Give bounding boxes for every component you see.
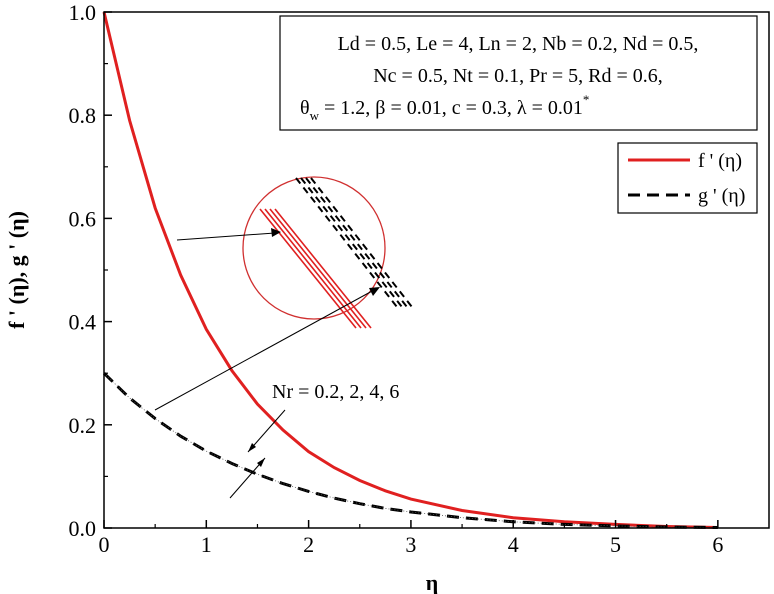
zoom-pointer-f-head — [271, 228, 281, 237]
zoom-f-prime-curve — [274, 208, 372, 329]
legend-label-g: g ' (η) — [698, 185, 745, 207]
y-tick-label: 0.8 — [69, 103, 97, 128]
x-tick-label: 5 — [610, 532, 621, 557]
theta-symbol: θ — [300, 97, 310, 119]
x-tick-label: 3 — [405, 532, 416, 557]
legend-frame — [617, 142, 758, 214]
parameter-line-2: Nc = 0.5, Nt = 0.1, Pr = 5, Rd = 0.6, — [373, 65, 663, 87]
zoom-f-prime-curve — [259, 208, 357, 329]
x-tick-label: 0 — [99, 532, 110, 557]
legend-label-f: f ' (η) — [698, 150, 742, 172]
lambda-superscript: * — [583, 92, 590, 107]
x-tick-label: 2 — [303, 532, 314, 557]
series-f-prime-line — [102, 11, 718, 529]
zoom-g-prime-curve — [305, 177, 408, 308]
zoom-f-prime-curve — [269, 208, 367, 329]
y-tick-label: 0.4 — [69, 310, 97, 335]
series-g-prime-variant-line — [103, 372, 718, 528]
parameter-line-3-rest: β = 0.01, c = 0.3, λ = 0.01 — [375, 97, 583, 119]
zoom-f-prime-curve — [264, 208, 362, 329]
zoom-g-prime-curve — [300, 177, 403, 308]
x-tick-label: 1 — [201, 532, 212, 557]
nr-arrowhead-upper — [248, 443, 256, 452]
legend: f ' (η) g ' (η) — [617, 142, 758, 214]
nr-annotation: Nr = 0.2, 2, 4, 6 — [272, 381, 399, 403]
zoom-g-prime-curve — [310, 177, 413, 308]
zoom-circle — [242, 176, 386, 320]
parameter-line-3: θw = 1.2, β = 0.01, c = 0.3, λ = 0.01* — [300, 92, 589, 123]
zoom-pointer-g — [154, 289, 375, 411]
y-tick-label: 1.0 — [69, 0, 97, 25]
x-axis-label: η — [426, 570, 439, 594]
nr-arrowhead-lower — [257, 458, 265, 467]
parameter-box-frame — [279, 15, 758, 131]
x-tick-label: 4 — [508, 532, 519, 557]
x-tick-label: 6 — [712, 532, 723, 557]
y-tick-label: 0.0 — [69, 516, 97, 541]
parameter-line-1: Ld = 0.5, Le = 4, Ln = 2, Nb = 0.2, Nd =… — [338, 33, 699, 55]
zoom-inset — [242, 176, 413, 329]
y-axis-label: f ' (η), g ' (η) — [4, 211, 29, 329]
zoom-pointer-f — [176, 232, 276, 241]
y-tick-label: 0.6 — [69, 206, 97, 231]
axes: 0 1 2 3 4 5 6 0.0 0.2 0.4 0.6 0.8 1.0 — [69, 0, 770, 557]
nr-arrows — [229, 409, 286, 499]
theta-subscript: w — [310, 108, 320, 123]
zoom-g-prime-curve — [295, 177, 398, 308]
series-g-prime-line — [102, 372, 718, 529]
zoom-pointer-g-head — [369, 287, 380, 296]
parameter-box: Ld = 0.5, Le = 4, Ln = 2, Nb = 0.2, Nd =… — [279, 15, 758, 131]
theta-value: = 1.2, — [319, 97, 375, 119]
y-tick-label: 0.2 — [69, 413, 97, 438]
zoom-pointers — [154, 228, 380, 411]
nr-arrow-upper — [247, 409, 286, 453]
